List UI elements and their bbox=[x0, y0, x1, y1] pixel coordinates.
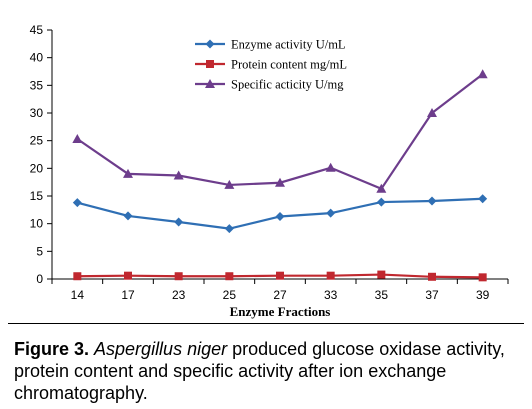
y-tick-label: 40 bbox=[30, 51, 44, 65]
data-point bbox=[376, 183, 387, 193]
chart-axes: 0 5 10 15 20 25 30 35 40 45 14 17 23 25 27 33 35 37 39 bbox=[30, 23, 509, 302]
data-point bbox=[123, 168, 133, 178]
y-tick-label: 25 bbox=[30, 134, 44, 148]
y-tick-label: 5 bbox=[36, 244, 43, 258]
data-point bbox=[124, 271, 132, 280]
x-tick-label: 39 bbox=[476, 288, 490, 302]
caption-label: Figure 3. bbox=[14, 339, 90, 359]
x-tick-label: 23 bbox=[172, 288, 186, 302]
data-point bbox=[72, 198, 82, 208]
data-point bbox=[174, 217, 184, 227]
data-point bbox=[478, 194, 488, 204]
series-square bbox=[73, 270, 487, 282]
data-point bbox=[275, 211, 285, 221]
x-tick-label: 17 bbox=[121, 288, 135, 302]
y-tick-label: 45 bbox=[30, 23, 44, 37]
x-tick-label: 35 bbox=[375, 288, 389, 302]
data-point bbox=[174, 272, 183, 281]
legend-entry: Specific acticity U/mg bbox=[195, 78, 344, 92]
caption-text: produced glucose oxidase activity, prote… bbox=[14, 339, 505, 403]
data-point bbox=[427, 108, 437, 117]
chart-legend: Enzyme activity U/mL Protein content mg/m… bbox=[195, 38, 347, 92]
y-tick-label: 30 bbox=[30, 106, 44, 120]
data-point bbox=[123, 211, 133, 221]
legend-label: Protein content mg/mL bbox=[231, 58, 347, 72]
data-point bbox=[275, 177, 285, 187]
data-point bbox=[173, 170, 184, 180]
legend-swatch-marker bbox=[205, 39, 215, 49]
series-diamond bbox=[72, 194, 488, 234]
legend-swatch-marker bbox=[206, 60, 214, 68]
figure-caption: Figure 3. Aspergillus niger produced glu… bbox=[14, 338, 524, 404]
y-tick-label: 15 bbox=[30, 189, 44, 203]
line-chart: 0 5 10 15 20 25 30 35 40 45 14 17 23 25 27 33 35 37 39 Enz… bbox=[30, 23, 509, 319]
legend-entry: Enzyme activity U/mL bbox=[195, 38, 346, 52]
y-tick-label: 20 bbox=[30, 161, 44, 175]
data-point bbox=[224, 179, 235, 189]
data-point bbox=[326, 271, 335, 280]
x-axis-title: Enzyme Fractions bbox=[230, 304, 331, 319]
series-triangle bbox=[72, 69, 488, 193]
legend-swatch-marker bbox=[205, 79, 215, 88]
legend-entry: Protein content mg/mL bbox=[195, 58, 347, 72]
data-point bbox=[377, 270, 386, 279]
legend-label: Specific acticity U/mg bbox=[231, 78, 344, 92]
caption-divider bbox=[8, 323, 524, 324]
chart-series bbox=[72, 69, 488, 282]
data-point bbox=[477, 69, 488, 79]
x-tick-label: 14 bbox=[71, 288, 85, 302]
data-point bbox=[428, 272, 436, 281]
data-point bbox=[72, 134, 83, 144]
data-point bbox=[478, 273, 487, 282]
legend-label: Enzyme activity U/mL bbox=[231, 38, 346, 52]
data-point bbox=[376, 197, 386, 207]
data-point bbox=[73, 272, 82, 281]
data-point bbox=[427, 196, 437, 206]
y-tick-label: 0 bbox=[36, 272, 43, 286]
data-point bbox=[326, 208, 336, 218]
data-point bbox=[224, 224, 234, 234]
caption-species: Aspergillus niger bbox=[94, 339, 228, 359]
data-point bbox=[325, 162, 336, 172]
y-tick-label: 10 bbox=[30, 217, 44, 231]
x-tick-label: 33 bbox=[324, 288, 338, 302]
y-tick-label: 35 bbox=[30, 78, 44, 92]
x-tick-label: 25 bbox=[223, 288, 237, 302]
x-tick-label: 27 bbox=[273, 288, 287, 302]
x-tick-label: 37 bbox=[425, 288, 439, 302]
data-point bbox=[276, 271, 284, 280]
data-point bbox=[225, 272, 234, 281]
